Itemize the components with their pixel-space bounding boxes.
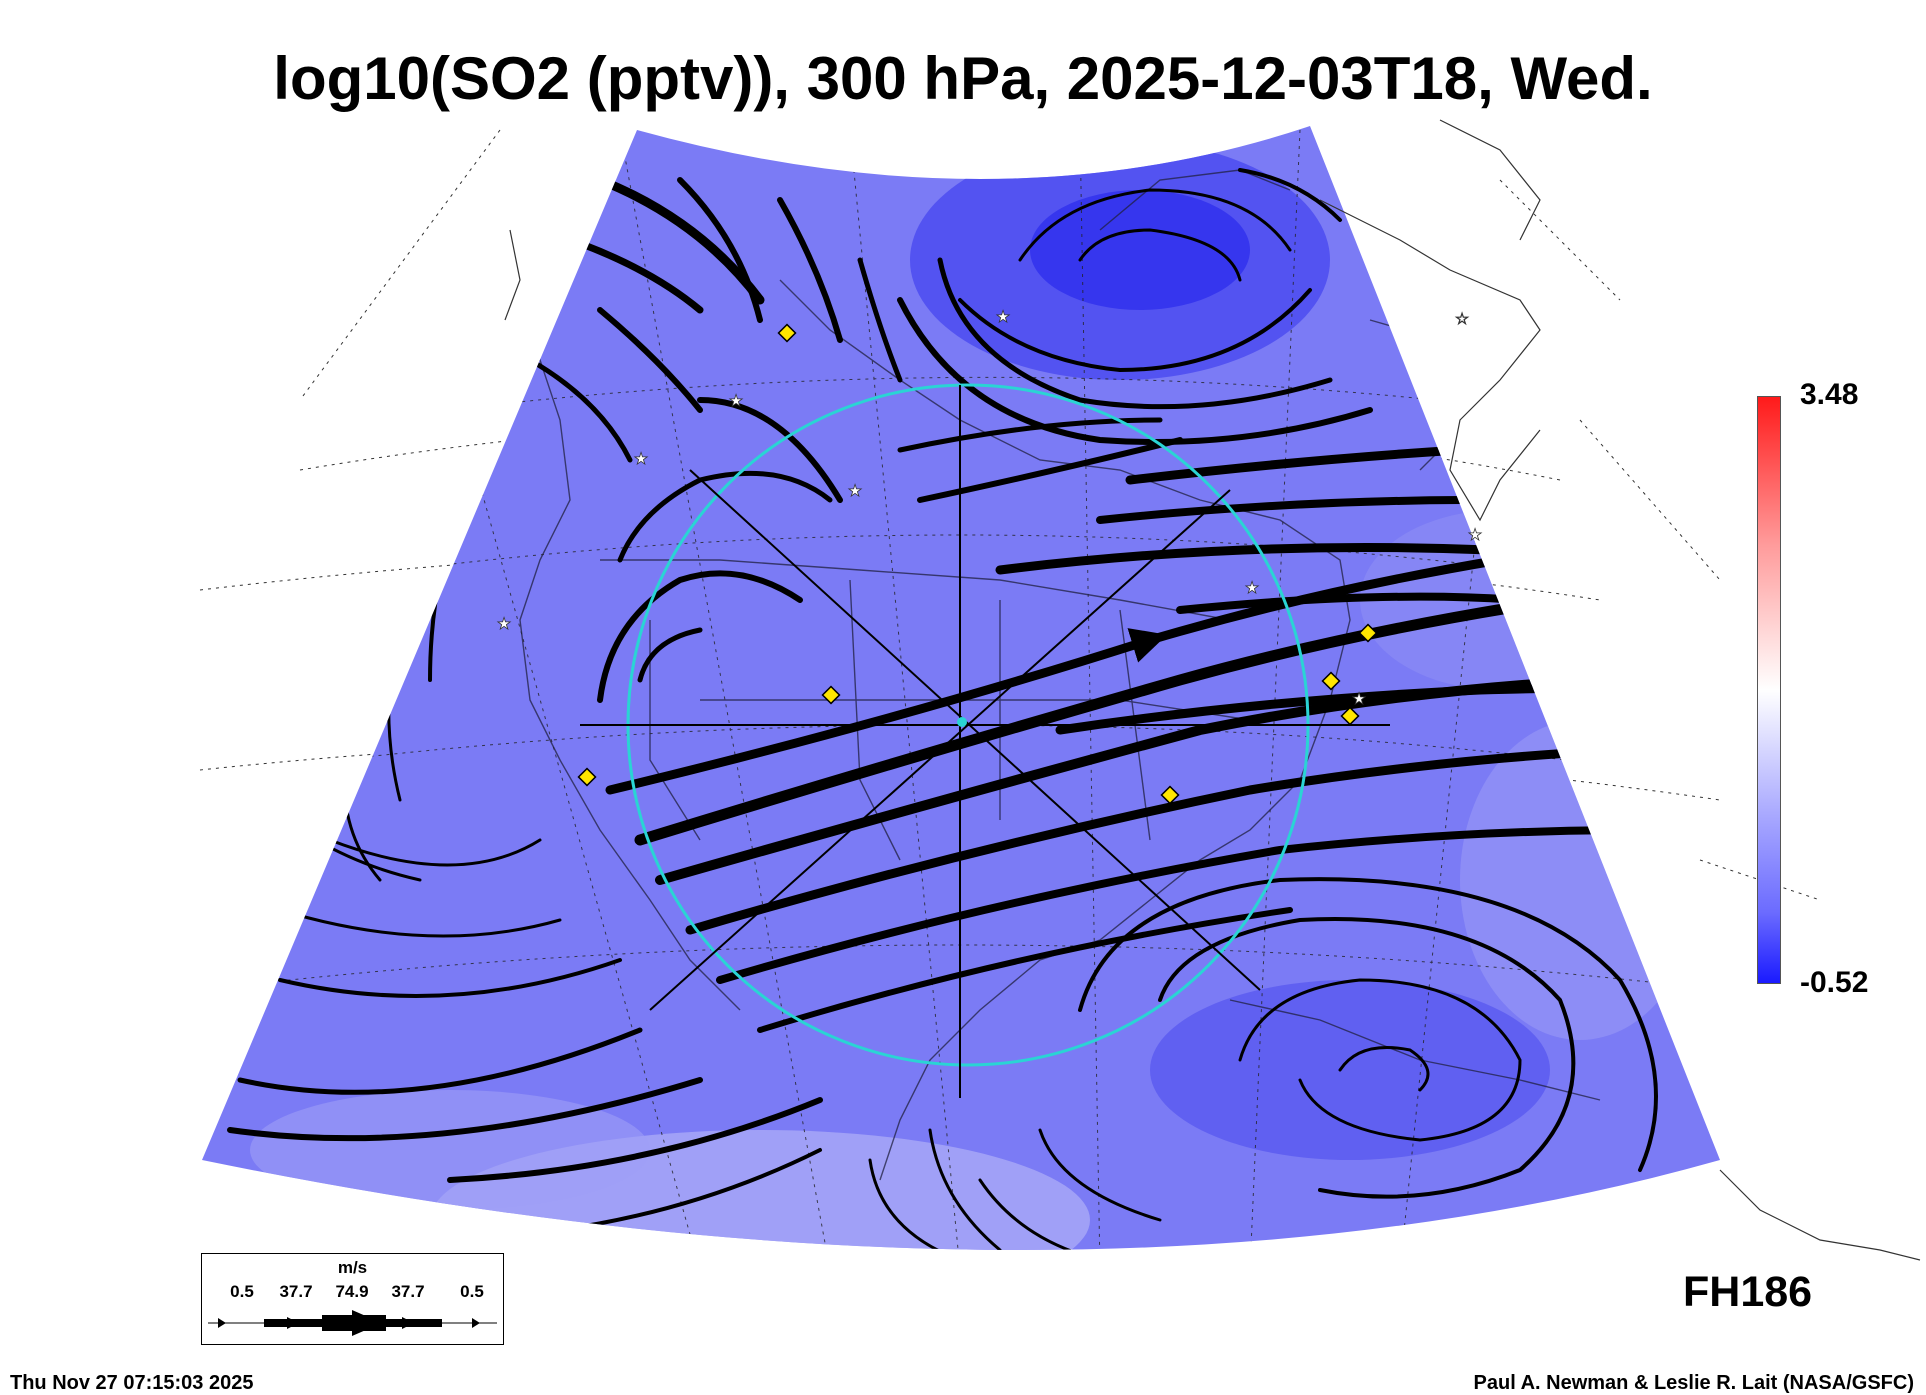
- svg-text:★: ★: [634, 449, 648, 468]
- wind-legend-unit: m/s: [337, 1258, 368, 1277]
- credit-line: Paul A. Newman & Leslie R. Lait (NASA/GS…: [1473, 1372, 1914, 1394]
- svg-text:★: ★: [996, 307, 1010, 326]
- svg-text:★: ★: [1468, 525, 1482, 544]
- wind-legend-tick: 74.9: [335, 1282, 369, 1301]
- map-title: log10(SO2 (pptv)), 300 hPa, 2025-12-03T1…: [273, 45, 1653, 112]
- wind-legend-tick: 37.7: [279, 1282, 313, 1301]
- reference-ring: [580, 383, 1390, 1098]
- station-stars: ★ ★ ★ ★ ★ ★ ★ ★ ☆: [496, 307, 1482, 709]
- svg-text:☆: ☆: [1455, 309, 1469, 328]
- wind-legend-tick: 0.5: [460, 1282, 484, 1301]
- site-markers: [577, 323, 1378, 805]
- wind-legend-arrow: [208, 1310, 497, 1336]
- svg-text:★: ★: [848, 481, 862, 500]
- svg-text:★: ★: [1352, 689, 1366, 708]
- svg-text:★: ★: [497, 614, 511, 633]
- colorbar: [1757, 396, 1781, 984]
- render-timestamp: Thu Nov 27 07:15:03 2025: [10, 1372, 254, 1394]
- wind-legend-tick: 37.7: [391, 1282, 425, 1301]
- wind-legend-tick: 0.5: [230, 1282, 254, 1301]
- colorbar-max-label: 3.48: [1800, 378, 1859, 411]
- wind-legend: m/s 0.5 37.7 74.9 37.7 0.5: [201, 1253, 504, 1345]
- svg-text:★: ★: [729, 391, 743, 410]
- svg-text:★: ★: [1245, 578, 1259, 597]
- outer-coastlines: [504, 119, 1921, 1261]
- forecast-hour-label: FH186: [1683, 1268, 1813, 1316]
- colorbar-min-label: -0.52: [1800, 966, 1869, 999]
